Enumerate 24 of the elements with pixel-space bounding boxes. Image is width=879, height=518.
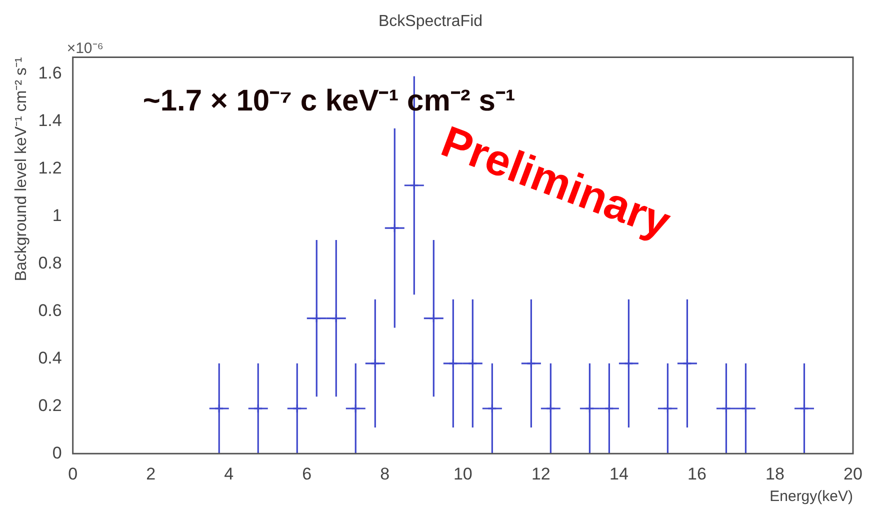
- x-tick-label: 18: [766, 464, 784, 484]
- x-tick-label: 20: [844, 464, 862, 484]
- y-tick-label: 0.4: [38, 348, 62, 368]
- y-axis-title: Background level keV⁻¹ cm⁻² s⁻¹: [13, 57, 30, 282]
- y-tick-label: 0.6: [38, 300, 62, 320]
- y-tick-label: 1: [52, 206, 62, 225]
- x-tick-label: 14: [609, 464, 628, 484]
- x-tick-label: 4: [224, 464, 234, 484]
- x-tick-label: 16: [688, 464, 706, 484]
- y-tick-label: 0.2: [38, 396, 62, 415]
- x-tick-label: 8: [380, 464, 390, 484]
- y-tick-label: 0: [52, 443, 62, 462]
- x-tick-label: 0: [68, 464, 78, 484]
- y-tick-label: 1.2: [38, 158, 62, 178]
- text: ×10⁻⁶: [66, 40, 104, 57]
- y-tick-label: 0.8: [38, 253, 62, 272]
- chart-title: BckSpectraFid: [378, 13, 483, 30]
- x-tick-label: 2: [146, 464, 156, 484]
- y-tick-label: 1.4: [38, 110, 62, 130]
- x-tick-label: 12: [531, 464, 550, 484]
- x-axis-title: Energy(keV): [770, 488, 853, 506]
- x-tick-label: 10: [453, 464, 472, 484]
- y-tick-label: 1.6: [38, 64, 62, 83]
- x-tick-label: 6: [302, 464, 312, 484]
